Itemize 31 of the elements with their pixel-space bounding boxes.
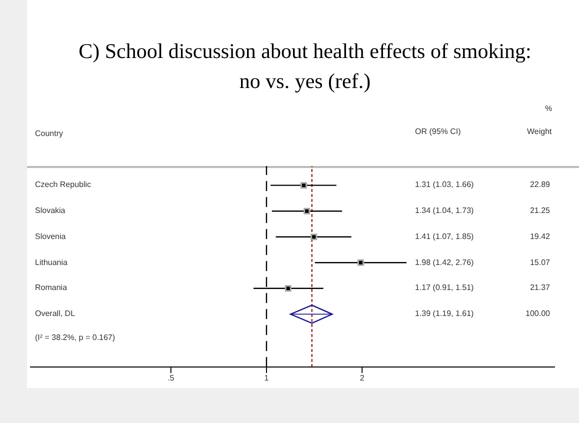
annotation: 1.41 (1.07, 1.85) bbox=[415, 232, 474, 241]
y-tick-label: Slovenia bbox=[35, 232, 66, 241]
annotation: 1.98 (1.42, 2.76) bbox=[415, 258, 474, 267]
point bbox=[304, 208, 310, 214]
x-tick-label: 2 bbox=[360, 374, 365, 383]
y-tick-label: Overall, DL bbox=[35, 309, 76, 318]
y-tick-label: Czech Republic bbox=[35, 180, 92, 190]
annotation: 21.37 bbox=[528, 283, 550, 292]
y-axis-title: Country bbox=[35, 129, 64, 138]
text: OR (95% CI) bbox=[415, 127, 461, 136]
point bbox=[310, 234, 318, 240]
annotation: 1.31 (1.03, 1.66) bbox=[415, 180, 474, 190]
annotation: 1.39 (1.19, 1.61) bbox=[415, 309, 474, 318]
annotation: 22.89 bbox=[528, 180, 550, 190]
annotation: 1.34 (1.04, 1.73) bbox=[415, 206, 474, 216]
text: % bbox=[545, 104, 552, 113]
chart-title: C) School discussion about health effects of smoking: no vs. yes (ref.) bbox=[78, 38, 532, 95]
x-tick-label: .5 bbox=[168, 374, 175, 383]
annotation: 1.17 (0.91, 1.51) bbox=[415, 283, 474, 292]
point bbox=[357, 259, 364, 266]
text: Weight bbox=[527, 127, 552, 136]
y-tick-label: Lithuania bbox=[35, 258, 68, 267]
annotation: 100.00 bbox=[524, 309, 550, 318]
y-tick-label: Romania bbox=[35, 283, 68, 292]
y-tick-label: Slovakia bbox=[35, 206, 66, 216]
annotation: 21.25 bbox=[528, 206, 550, 216]
annotation: 15.07 bbox=[528, 258, 550, 267]
point bbox=[300, 182, 307, 189]
text: (I² = 38.2%, p = 0.167) bbox=[35, 333, 116, 342]
x-tick-label: 1 bbox=[264, 374, 270, 383]
annotation: 19.42 bbox=[528, 232, 550, 241]
